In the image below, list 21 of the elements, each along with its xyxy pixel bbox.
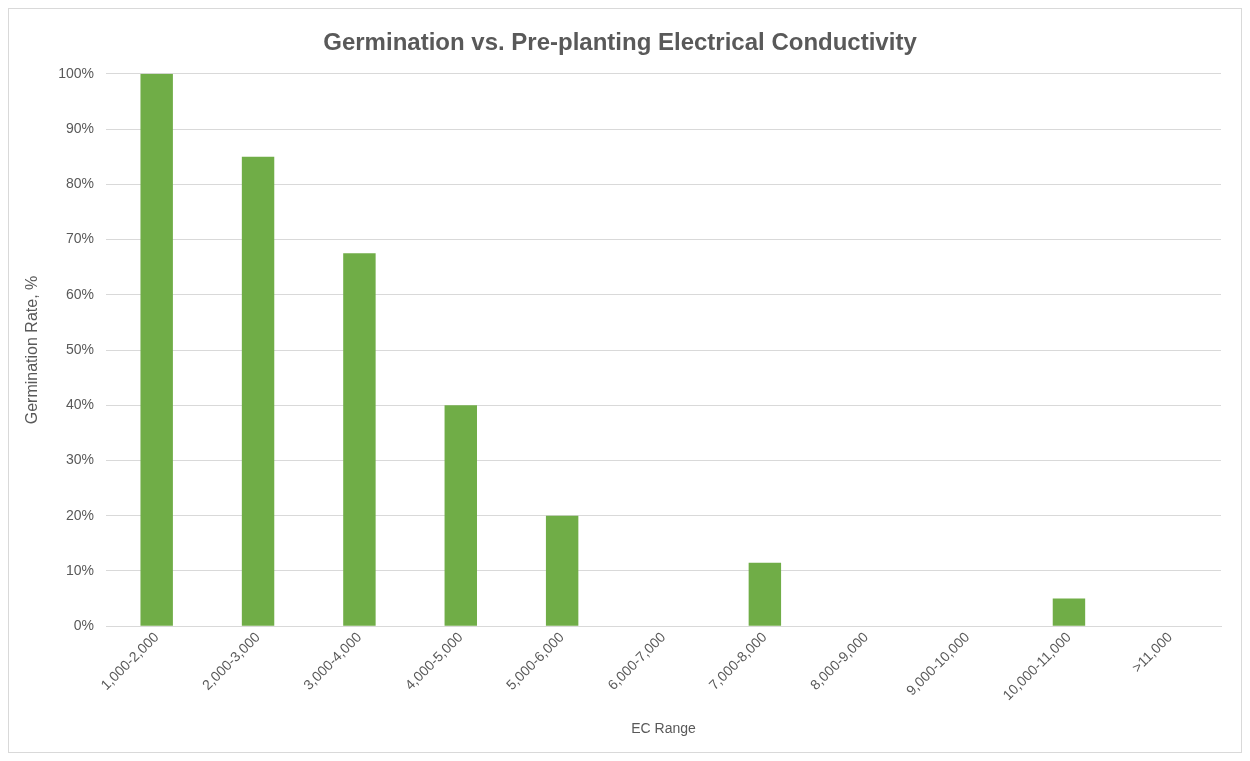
y-tick-label: 60%	[65, 285, 95, 302]
chart-title: Germination vs. Pre-planting Electrical Conductivity	[323, 28, 918, 56]
y-tick-label: 10%	[65, 561, 95, 578]
bar	[343, 253, 376, 626]
y-tick-label: 90%	[65, 119, 95, 136]
y-tick-label: 40%	[65, 396, 95, 413]
bar	[241, 156, 275, 626]
bar	[1052, 598, 1086, 626]
y-tick-label: 70%	[65, 230, 95, 247]
y-tick-label: 20%	[65, 506, 95, 523]
y-axis-title: Germination Rate, %	[23, 275, 41, 425]
x-axis-title: EC Range	[631, 720, 697, 737]
bar	[545, 515, 579, 626]
y-tick-label: 30%	[65, 451, 95, 468]
bar	[444, 405, 477, 626]
bar	[748, 562, 782, 626]
y-tick-label: 80%	[65, 175, 95, 192]
y-tick-label: 100%	[58, 64, 95, 81]
bar	[140, 73, 173, 626]
y-tick-label: 50%	[65, 340, 95, 357]
y-tick-label: 0%	[73, 617, 95, 634]
